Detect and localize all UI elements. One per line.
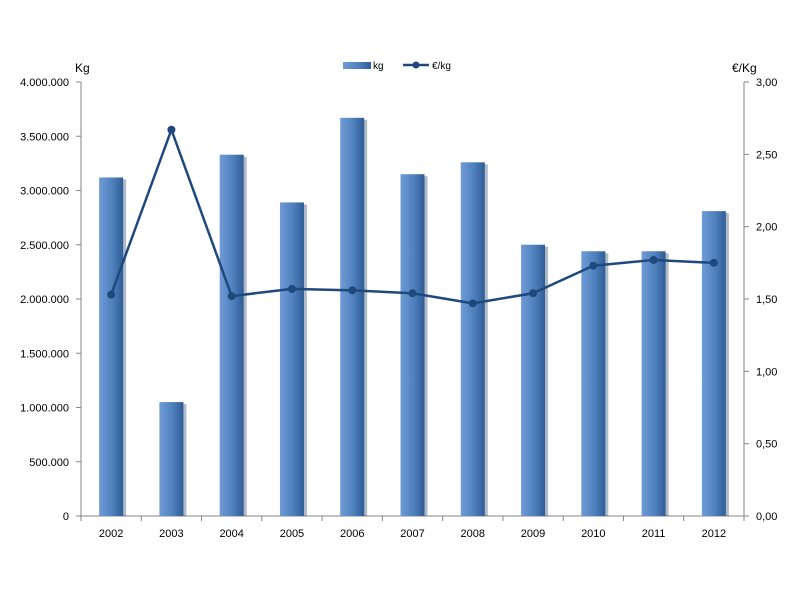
x-tick-label: 2010 xyxy=(581,528,605,540)
y-tick-label: 2.000.000 xyxy=(20,294,69,306)
bar-2003 xyxy=(159,402,184,516)
bar-2004 xyxy=(219,154,244,516)
price-point-2003 xyxy=(167,125,176,134)
y2-tick-label: 2,00 xyxy=(756,222,777,234)
plot-area: 0 500.000 1.000.000 1.500.000 2.000.000 2.500… xyxy=(20,77,777,540)
y-tick-label: 1.500.000 xyxy=(20,348,69,360)
y-tick-label: 0 xyxy=(63,511,69,523)
bar-2007 xyxy=(400,174,425,516)
price-point-2004 xyxy=(227,292,236,301)
legend: kg €/kg xyxy=(343,61,451,72)
bar-2006 xyxy=(340,117,365,517)
y2-tick-label: 0,00 xyxy=(756,511,777,523)
price-point-2012 xyxy=(709,258,718,267)
price-point-2007 xyxy=(408,289,417,298)
y-tick-label: 2.500.000 xyxy=(20,240,69,252)
price-point-2008 xyxy=(468,299,477,308)
y-tick-label: 4.000.000 xyxy=(20,77,69,89)
x-tick-label: 2006 xyxy=(340,528,364,540)
y2-tick-label: 2,50 xyxy=(756,149,777,161)
bar-2008 xyxy=(460,162,485,517)
y-tick-label: 3.500.000 xyxy=(20,131,69,143)
bar-2012 xyxy=(701,211,726,517)
price-point-2011 xyxy=(649,255,658,264)
legend-label-kg: kg xyxy=(373,61,384,72)
bar-2011 xyxy=(641,251,666,516)
y2-axis-title: €/Kg xyxy=(732,61,757,75)
x-tick-label: 2004 xyxy=(219,528,243,540)
x-tick-label: 2003 xyxy=(159,528,183,540)
bar-2010 xyxy=(581,251,606,516)
y-tick-label: 1.000.000 xyxy=(20,403,69,415)
x-tick-label: 2002 xyxy=(99,528,123,540)
y-tick-label: 500.000 xyxy=(29,457,69,469)
x-tick-label: 2007 xyxy=(400,528,424,540)
legend-swatch-price-marker xyxy=(412,61,420,69)
y2-tick-label: 0,50 xyxy=(756,439,777,451)
price-point-2005 xyxy=(287,284,296,293)
price-point-2006 xyxy=(348,286,357,295)
y2-tick-label: 1,50 xyxy=(756,294,777,306)
bar-2005 xyxy=(279,202,304,516)
y-axis-title: Kg xyxy=(75,61,90,75)
legend-label-price: €/kg xyxy=(432,61,451,72)
y2-tick-label: 1,00 xyxy=(756,366,777,378)
y-tick-label: 3.000.000 xyxy=(20,186,69,198)
x-tick-label: 2011 xyxy=(642,528,666,540)
price-point-2010 xyxy=(589,261,598,270)
x-tick-label: 2008 xyxy=(461,528,485,540)
x-tick-label: 2005 xyxy=(280,528,304,540)
price-point-2009 xyxy=(529,289,538,298)
bar-2009 xyxy=(521,244,546,516)
x-tick-label: 2012 xyxy=(702,528,726,540)
legend-swatch-kg xyxy=(343,62,371,69)
y2-tick-label: 3,00 xyxy=(756,77,777,89)
price-point-2002 xyxy=(107,290,116,299)
bar-2002 xyxy=(99,177,124,517)
x-tick-label: 2009 xyxy=(521,528,545,540)
